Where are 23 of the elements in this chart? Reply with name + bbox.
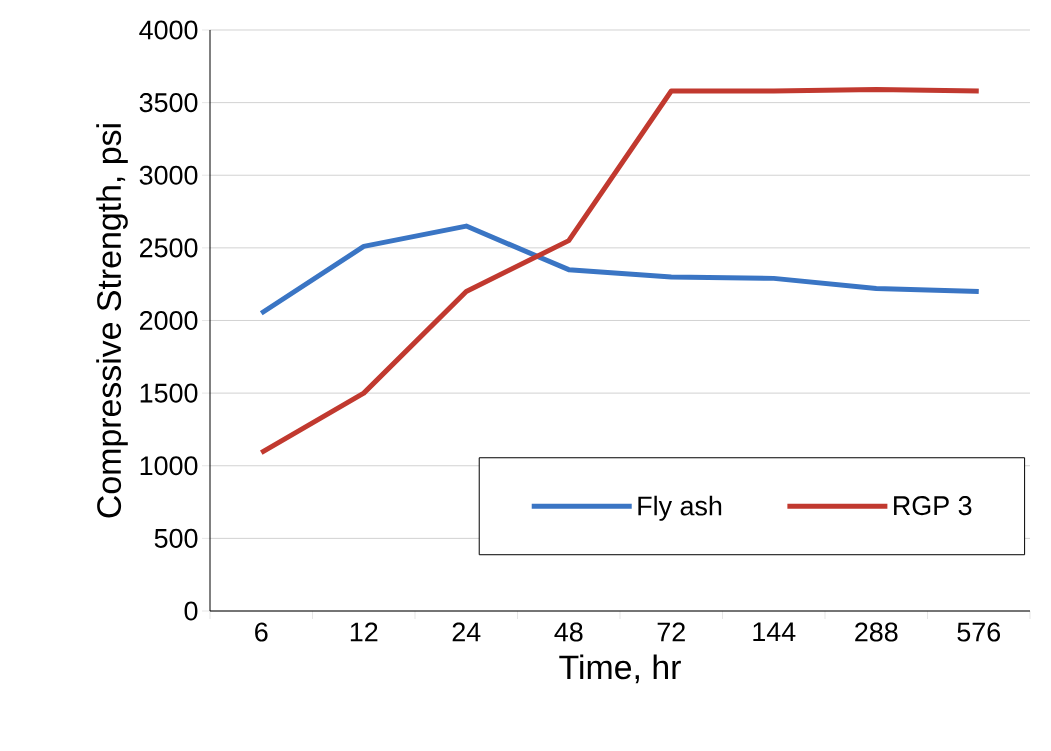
legend-label: Fly ash bbox=[638, 495, 722, 521]
y-tick-label: 2000 bbox=[140, 310, 198, 331]
x-tick-label: 144 bbox=[753, 622, 796, 642]
y-tick-label: 3000 bbox=[139, 165, 198, 185]
y-tick-label: 2500 bbox=[140, 238, 198, 258]
x-tick-label: 288 bbox=[855, 622, 898, 642]
y-tick-label: 4000 bbox=[139, 20, 198, 40]
x-tick-label: 24 bbox=[452, 622, 481, 642]
x-tick-label: 576 bbox=[957, 622, 1001, 642]
x-tick-label: 72 bbox=[657, 622, 685, 642]
y-tick-label: 3500 bbox=[139, 93, 198, 113]
x-tick-label: 12 bbox=[350, 622, 378, 642]
x-tick-label: 6 bbox=[255, 622, 268, 642]
line-series bbox=[258, 87, 982, 456]
y-tick-label: 1000 bbox=[140, 456, 198, 476]
x-axis-title: Time, hr bbox=[559, 654, 681, 684]
y-axis-title: Compressive Strength, psi bbox=[96, 124, 128, 518]
line-series bbox=[258, 223, 982, 316]
y-tick-label: 0 bbox=[184, 601, 198, 621]
y-tick-label: 500 bbox=[154, 528, 198, 548]
legend-label: RGP 3 bbox=[894, 496, 972, 516]
x-tick-label: 48 bbox=[554, 622, 583, 642]
y-tick-label: 1500 bbox=[140, 383, 198, 403]
